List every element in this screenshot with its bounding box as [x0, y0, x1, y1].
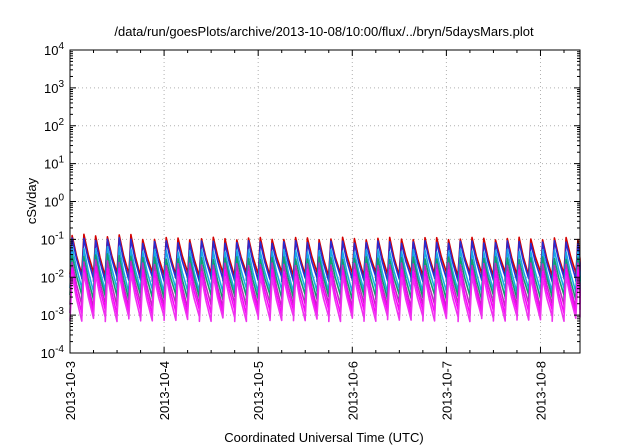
x-tick-label: 2013-10-6 — [345, 361, 360, 420]
x-tick-label: 2013-10-7 — [439, 361, 454, 420]
x-tick-label: 2013-10-8 — [533, 361, 548, 420]
x-tick-label: 2013-10-5 — [251, 361, 266, 420]
y-tick-label: 103 — [44, 79, 64, 96]
y-tick-label: 10-3 — [41, 306, 65, 323]
y-tick-label: 101 — [44, 155, 64, 172]
x-tick-label: 2013-10-3 — [63, 361, 78, 420]
y-tick-label: 104 — [44, 41, 64, 58]
series-group — [69, 233, 581, 323]
x-tick-label: 2013-10-4 — [157, 361, 172, 420]
y-tick-label: 10-4 — [41, 344, 65, 361]
y-axis-ticks: 10-4 10-3 10-2 10-1 100 101 102 103 104 — [41, 41, 580, 361]
chart-title: /data/run/goesPlots/archive/2013-10-08/1… — [114, 24, 534, 39]
y-tick-label: 10-2 — [41, 268, 65, 285]
y-tick-label: 10-1 — [41, 230, 65, 247]
y-axis-label: cSv/day — [24, 177, 39, 224]
y-tick-label: 102 — [44, 117, 64, 134]
y-tick-label: 100 — [44, 193, 64, 210]
x-axis-ticks: 2013-10-3 2013-10-4 2013-10-5 2013-10-6 2013… — [63, 50, 565, 420]
series-line-6 — [69, 272, 581, 323]
x-axis-label: Coordinated Universal Time (UTC) — [224, 430, 423, 445]
